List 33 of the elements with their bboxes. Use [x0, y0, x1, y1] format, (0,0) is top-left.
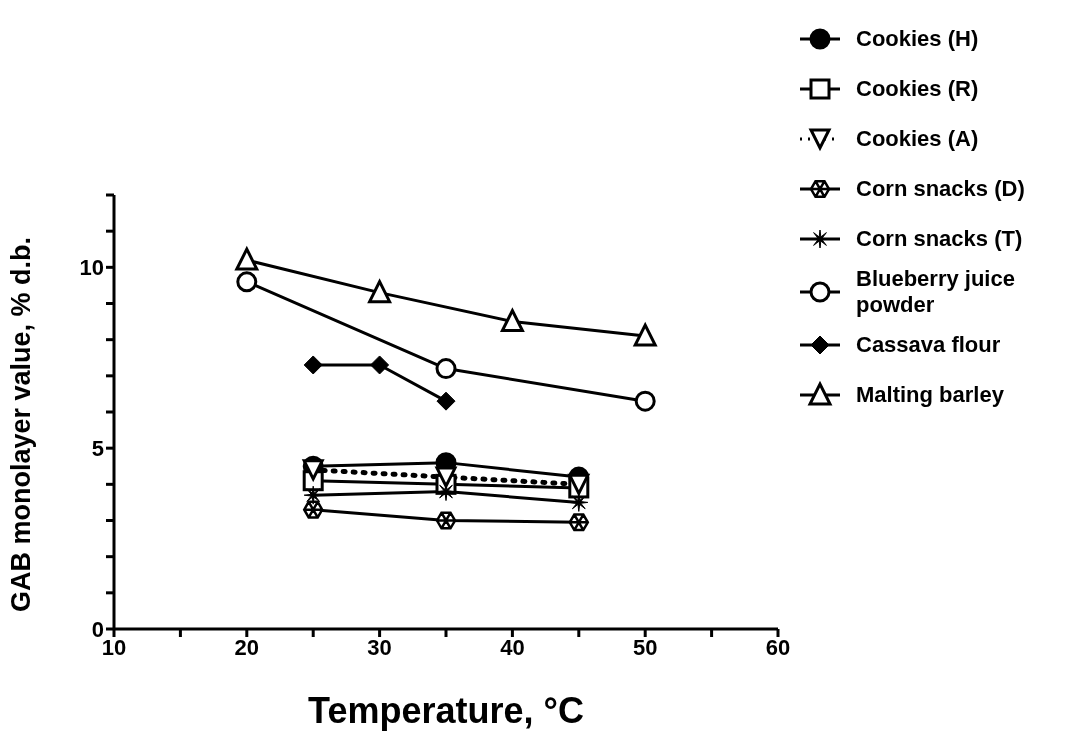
x-tick-label: 30: [367, 634, 392, 660]
y-tick-label: 0: [91, 616, 104, 642]
y-axis-title: GAB monolayer value, % d.b.: [5, 236, 36, 612]
legend-label: Cassava flour: [856, 332, 1001, 358]
x-tick-label: 40: [500, 634, 525, 660]
legend-label: Malting barley: [856, 382, 1004, 408]
point: [236, 271, 258, 293]
legend-label: Corn snacks (D): [856, 176, 1025, 202]
x-tick-label: 60: [765, 634, 791, 660]
point: [569, 492, 589, 512]
point: [436, 482, 456, 502]
point: [500, 309, 524, 333]
point: [632, 321, 658, 347]
x-tick-label: 20: [234, 634, 260, 660]
y-tick-label: 5: [91, 435, 104, 461]
legend-label: Cookies (H): [856, 26, 979, 52]
legend-label: Blueberry juice powder: [856, 266, 1016, 318]
point: [303, 485, 323, 505]
y-tick-label: 10: [79, 255, 104, 281]
x-axis-title: Temperature, °C: [308, 690, 584, 731]
point: [301, 459, 325, 483]
legend-label: Corn snacks (T): [856, 226, 1023, 252]
point: [634, 390, 656, 412]
point: [435, 466, 457, 488]
point: [370, 355, 390, 375]
point: [435, 358, 457, 380]
point: [303, 355, 323, 375]
legend-label: Cookies (A): [856, 126, 979, 152]
legend-label: Cookies (R): [856, 76, 979, 102]
point: [368, 280, 392, 304]
point: [436, 391, 456, 411]
x-tick-label: 50: [632, 634, 658, 660]
point: [234, 245, 260, 271]
